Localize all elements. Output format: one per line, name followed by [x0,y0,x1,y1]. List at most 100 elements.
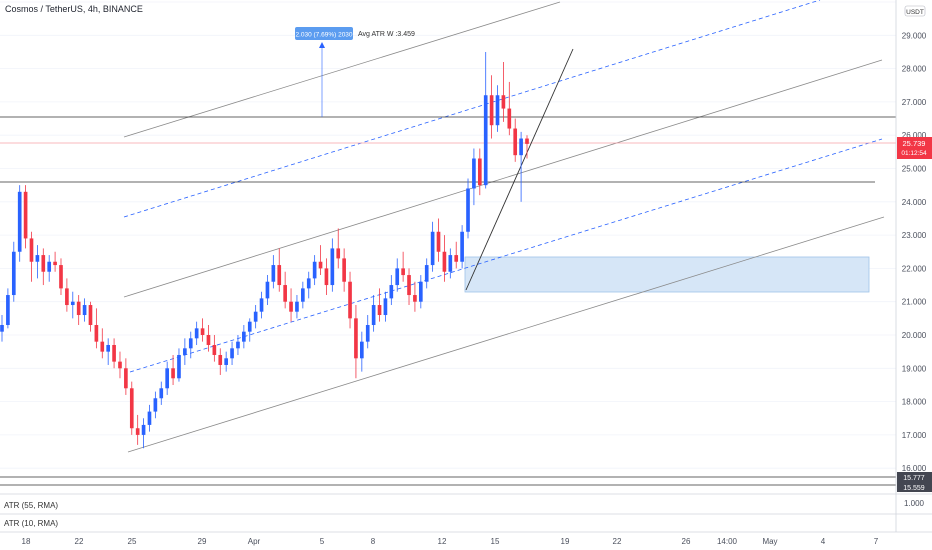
candle-body [271,265,276,282]
candle [301,281,305,309]
candle [519,131,523,202]
candle [0,315,4,342]
support-zone[interactable] [464,256,870,293]
candle [29,231,34,282]
candle-body [418,281,423,302]
candle [47,255,52,282]
candle [118,351,122,379]
candle-body [460,231,464,262]
date-tick-label: 5 [320,537,325,546]
currency-label: USDT [906,9,924,16]
candle [183,338,187,365]
candle [283,271,287,309]
measure-arrow-head [319,42,325,48]
candle-body [489,95,494,126]
candle [354,305,358,379]
candle-body [171,368,175,379]
candle-body [6,295,10,326]
candle-body [218,354,223,365]
date-tick-label: 18 [22,537,31,546]
channel-middle-line[interactable] [123,59,883,298]
candle [100,328,105,359]
candle [271,255,276,289]
candle [59,258,63,296]
candle-body [495,95,500,126]
current-price-badge [897,137,932,159]
candle [383,291,388,322]
candle-body [383,298,388,316]
channel-upper-line[interactable] [123,1,561,138]
candle [424,258,429,289]
price-pane[interactable] [0,0,896,485]
candle [277,248,282,292]
candle [141,418,146,449]
candle [312,255,317,286]
candle [360,331,364,372]
candle-body [354,318,358,359]
candle-body [141,424,146,435]
candle-body [124,368,128,389]
candle-body [76,301,81,316]
trendline[interactable] [465,48,574,291]
candle [330,238,335,292]
candle-body [513,128,518,156]
candle-body [59,265,63,289]
candle-body [336,248,341,259]
candle [41,248,46,286]
channel-lower-line[interactable] [127,216,885,453]
candle [11,241,16,302]
price-tick-label: 21.000 [902,298,927,307]
candle [200,318,205,342]
price-tick-label: 17.000 [902,431,927,440]
candle [389,275,394,306]
candle-body [265,281,270,299]
date-tick-label: 29 [198,537,207,546]
candle-body [301,288,305,302]
candle-body [289,301,293,312]
date-axis[interactable]: 18 22 25 29 Apr 5 8 12 15 19 22 26 14:00 May 4 7 [22,537,879,546]
candle-body [129,388,134,429]
candle [448,248,453,279]
candle-body [112,344,116,362]
candle [442,235,447,282]
candle-body [183,348,187,355]
candle [218,348,223,375]
price-axis[interactable] [896,0,932,532]
candle-body [401,268,405,276]
candle-body [100,341,105,352]
candle [177,348,181,382]
currency-badge[interactable] [904,5,926,17]
candle [17,185,22,262]
candle [135,414,140,445]
price-tick-label: 28.000 [902,65,927,74]
date-tick-label: 4 [821,537,826,546]
candle [477,148,482,196]
candle [106,338,111,365]
candle-body [224,358,228,365]
candle-body [365,325,370,342]
candle [460,225,464,269]
candle [35,245,40,279]
candle [265,275,270,306]
candle-body [454,255,459,262]
candle [53,251,57,272]
measure-label-box[interactable] [295,27,353,40]
dotted-channel-upper[interactable] [123,0,821,218]
dotted-channel-lower[interactable] [129,138,883,373]
candle-body [53,261,57,266]
candle [112,338,116,369]
candle-body [306,278,311,289]
countdown-timer: 01:12:54 [901,150,927,157]
price-tick-label: 22.000 [902,264,927,273]
price-tick-label: 18.000 [902,398,927,407]
candle-body [324,268,329,286]
candle [365,315,370,349]
candle [259,291,264,319]
candle [82,298,87,322]
candle [171,354,175,385]
candle-body [165,368,169,389]
indicator-title-atr10: ATR (10, RMA) [4,519,58,528]
date-tick-label: 25 [128,537,137,546]
candle-body [23,191,28,239]
